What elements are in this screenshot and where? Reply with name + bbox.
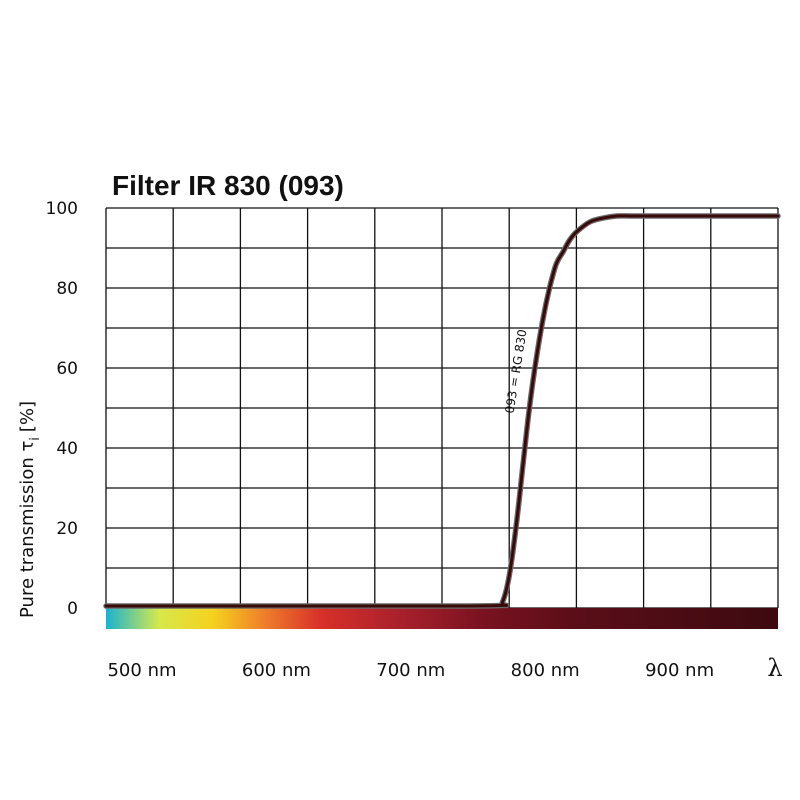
y-axis-label: Pure transmission τi [%] — [17, 401, 43, 618]
y-tick-label: 40 — [56, 439, 78, 459]
y-axis-label-unit: [%] — [17, 401, 38, 432]
y-tick-label: 80 — [56, 279, 78, 299]
x-tick-label: 600 nm — [242, 660, 311, 681]
series-label: 093 = RG 830 — [502, 328, 529, 414]
y-axis-label-subscript: i — [28, 437, 43, 441]
y-tick-label: 100 — [46, 199, 78, 219]
x-axis-symbol: λ — [767, 654, 782, 682]
y-tick-label: 60 — [56, 359, 78, 379]
chart-title: Filter IR 830 (093) — [112, 170, 344, 201]
spectrum-band — [106, 608, 778, 629]
x-tick-label: 700 nm — [376, 660, 445, 681]
x-axis-ticks: 500 nm 600 nm 700 nm 800 nm 900 nm — [107, 660, 714, 681]
x-tick-label: 900 nm — [645, 660, 714, 681]
series-layer — [103, 213, 781, 609]
grid — [105, 207, 779, 609]
y-tick-label: 20 — [56, 519, 78, 539]
y-axis-label-main: Pure transmission τ — [17, 441, 38, 618]
x-tick-label: 800 nm — [511, 660, 580, 681]
series-line — [104, 214, 780, 608]
y-tick-label: 0 — [67, 599, 78, 619]
y-axis-ticks: 0 20 40 60 80 100 — [46, 199, 78, 619]
x-tick-label: 500 nm — [107, 660, 176, 681]
